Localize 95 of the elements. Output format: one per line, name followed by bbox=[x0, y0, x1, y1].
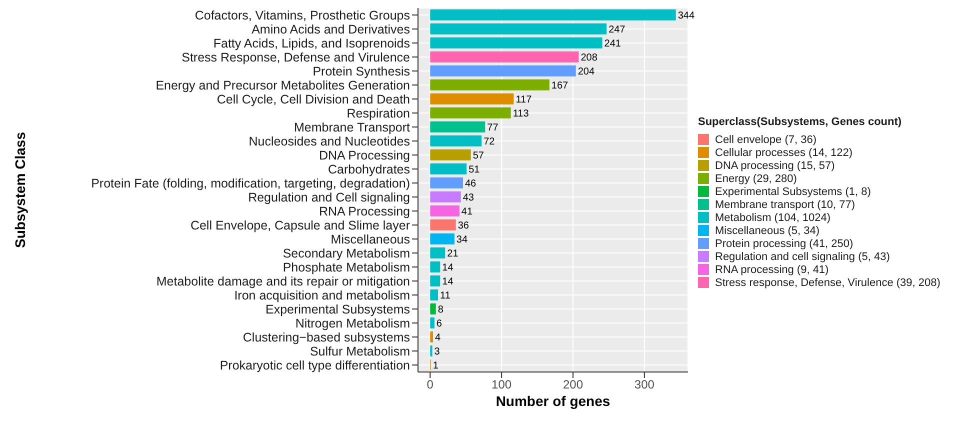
y-tick-label: Amino Acids and Derivatives bbox=[252, 22, 410, 36]
data-label: 14 bbox=[442, 262, 454, 274]
data-label: 14 bbox=[442, 276, 454, 288]
legend-label: Protein processing (41, 250) bbox=[715, 238, 854, 250]
data-label: 34 bbox=[456, 234, 468, 246]
y-tick-label: Stress Response, Defense and Virulence bbox=[182, 50, 410, 64]
legend-label: RNA processing (9, 41) bbox=[715, 264, 829, 276]
bar bbox=[430, 79, 550, 90]
bar bbox=[430, 205, 460, 216]
y-tick-label: Experimental Subsystems bbox=[265, 302, 410, 316]
data-label: 4 bbox=[435, 332, 441, 344]
data-label: 117 bbox=[516, 94, 532, 106]
y-axis-title: Subsystem Class bbox=[12, 132, 28, 248]
x-tick-label: 0 bbox=[426, 378, 434, 392]
data-label: 36 bbox=[458, 220, 470, 232]
y-tick-label: Fatty Acids, Lipids, and Isoprenoids bbox=[213, 36, 410, 50]
data-label: 41 bbox=[461, 206, 473, 218]
data-label: 72 bbox=[484, 136, 496, 148]
data-label: 1 bbox=[432, 360, 439, 372]
legend-label: Cell envelope (7, 36) bbox=[715, 134, 817, 146]
legend-title: Superclass(Subsystems, Genes count) bbox=[698, 116, 903, 128]
bar bbox=[430, 37, 602, 48]
bar bbox=[430, 275, 440, 286]
data-label: 3 bbox=[434, 346, 440, 358]
bar bbox=[430, 107, 511, 118]
legend-label: Regulation and cell signaling (5, 43) bbox=[715, 250, 890, 262]
y-tick-label: Cofactors, Vitamins, Prosthetic Groups bbox=[194, 8, 410, 22]
bar bbox=[430, 317, 434, 328]
bar bbox=[430, 93, 514, 104]
data-label: 43 bbox=[462, 192, 474, 204]
x-tick-label: 300 bbox=[634, 378, 655, 392]
data-label: 344 bbox=[678, 10, 695, 22]
data-label: 51 bbox=[468, 164, 480, 176]
bar bbox=[430, 9, 676, 20]
data-label: 77 bbox=[487, 122, 499, 134]
data-label: 208 bbox=[580, 52, 598, 64]
data-label: 11 bbox=[440, 290, 451, 302]
data-label: 6 bbox=[436, 318, 442, 330]
bar bbox=[430, 135, 482, 146]
x-tick-label: 100 bbox=[492, 378, 512, 392]
y-tick-label: Metabolite damage and its repair or mitigation bbox=[156, 274, 410, 288]
bar bbox=[430, 261, 440, 272]
bar bbox=[430, 51, 579, 62]
data-label: 247 bbox=[608, 24, 626, 36]
y-tick-label: Nitrogen Metabolism bbox=[295, 316, 410, 330]
data-label: 57 bbox=[472, 150, 484, 162]
y-tick-label: Respiration bbox=[346, 106, 410, 120]
bar bbox=[430, 233, 454, 244]
y-tick-label: Regulation and Cell signaling bbox=[248, 190, 410, 204]
legend-label: Membrane transport (10, 77) bbox=[715, 198, 856, 210]
bar bbox=[430, 289, 438, 300]
bar bbox=[430, 191, 461, 202]
bar bbox=[430, 163, 467, 174]
y-tick-label: Clustering−based subsystems bbox=[242, 330, 410, 344]
bar bbox=[430, 121, 486, 132]
y-tick-label: Phosphate Metabolism bbox=[282, 260, 410, 274]
y-tick-label: Nucleosides and Nucleotides bbox=[248, 134, 410, 148]
legend-label: Metabolism (104, 1024) bbox=[715, 212, 831, 224]
bar bbox=[430, 331, 433, 342]
y-tick-label: DNA Processing bbox=[318, 148, 410, 162]
bar bbox=[430, 177, 463, 188]
y-tick-label: Protein Synthesis bbox=[312, 64, 410, 78]
data-label: 8 bbox=[438, 304, 444, 316]
bar bbox=[430, 23, 607, 34]
data-label: 46 bbox=[465, 178, 477, 190]
y-tick-label: Carbohydrates bbox=[328, 162, 410, 176]
y-tick-label: RNA Processing bbox=[318, 204, 410, 218]
legend-label: Cellular processes (14, 122) bbox=[715, 146, 853, 158]
y-tick-label: Sulfur Metabolism bbox=[310, 344, 410, 358]
legend-label: Stress response, Defense, Virulence (39, 208) bbox=[715, 276, 940, 288]
bar bbox=[430, 149, 471, 160]
legend-label: Energy (29, 280) bbox=[715, 172, 797, 184]
bar bbox=[430, 219, 456, 230]
legend-label: Miscellaneous (5, 34) bbox=[715, 224, 820, 236]
y-tick-label: Prokaryotic cell type differentiation bbox=[220, 358, 410, 372]
y-tick-label: Protein Fate (folding, modification, targeting, degradation) bbox=[91, 176, 410, 190]
y-tick-label: Energy and Precursor Metabolites Generation bbox=[156, 78, 410, 92]
x-tick-label: 200 bbox=[562, 378, 584, 392]
y-tick-label: Miscellaneous bbox=[330, 232, 410, 246]
data-label: 21 bbox=[447, 248, 459, 260]
y-tick-label: Membrane Transport bbox=[294, 120, 411, 134]
bar bbox=[430, 65, 576, 76]
data-label: 241 bbox=[604, 38, 622, 50]
y-tick-label: Iron acquisition and metabolism bbox=[234, 288, 410, 302]
data-label: 204 bbox=[578, 66, 595, 78]
legend-label: DNA processing (15, 57) bbox=[715, 160, 835, 172]
y-tick-label: Cell Cycle, Cell Division and Death bbox=[216, 92, 410, 106]
legend-label: Experimental Subsystems (1, 8) bbox=[715, 186, 871, 198]
bar bbox=[430, 247, 446, 258]
x-axis-title: Number of genes bbox=[496, 393, 610, 409]
y-tick-label: Secondary Metabolism bbox=[282, 246, 410, 260]
y-tick-label: Cell Envelope, Capsule and Slime layer bbox=[190, 218, 410, 232]
bar bbox=[430, 303, 436, 314]
data-label: 167 bbox=[551, 80, 569, 92]
data-label: 113 bbox=[512, 108, 530, 120]
